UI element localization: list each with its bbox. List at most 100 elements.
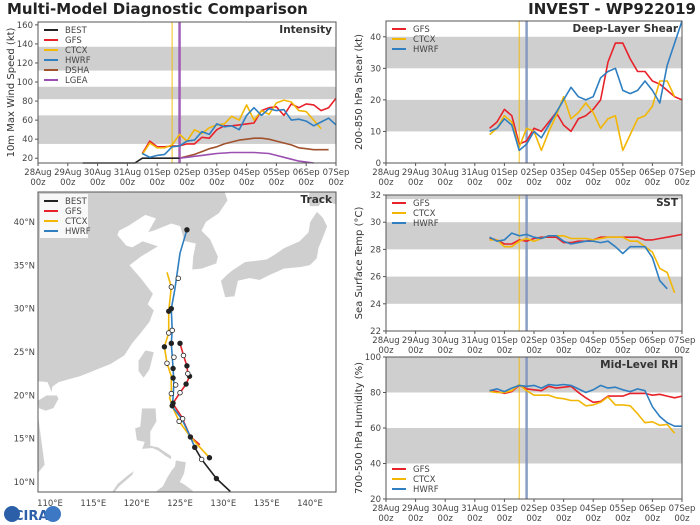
lat-tick-label: 25°N — [14, 348, 35, 358]
x-tick-label: 06Sep — [639, 504, 666, 514]
legend-label: LGEA — [65, 76, 88, 86]
track-position-marker — [169, 327, 175, 334]
y-tick-label: 80 — [22, 97, 33, 107]
shading-band — [386, 428, 682, 464]
track-position-marker — [175, 275, 181, 282]
x-tick-label: 31Aug — [114, 168, 141, 178]
y-tick-label: 100 — [17, 78, 33, 88]
panel-title: Mid-Level RH — [600, 359, 678, 371]
y-axis-label: 10m Max Wind Speed (kt) — [6, 27, 17, 157]
track-position-marker — [166, 330, 172, 336]
x-tick-label: 31Aug — [461, 336, 488, 346]
track-panel: 110°E 115°E 120°E 125°E 130°E 135°E 140°E 10°N 1… — [14, 191, 337, 509]
x-tick-label: 02Sep — [521, 336, 548, 346]
legend-label: CTCX — [413, 35, 436, 45]
y-tick-label: 10 — [370, 127, 381, 137]
land-mainland-asia — [38, 192, 228, 474]
x-tick-label: 31Aug — [461, 504, 488, 514]
shading-band — [38, 86, 336, 100]
x-tick-label: 02Sep — [521, 504, 548, 514]
track-position-marker — [183, 381, 189, 387]
x-tick-label: 03Sep — [550, 504, 577, 514]
x-tick-sublabel: 00z — [408, 346, 424, 356]
legend-label: GFS — [65, 36, 82, 46]
y-tick-label: 100 — [365, 353, 381, 363]
x-tick-sublabel: 00z — [467, 514, 483, 524]
track-position-marker — [168, 390, 175, 397]
shading-band — [38, 115, 336, 144]
shear-panel: 01020304028Aug00z29Aug00z30Aug00z31Aug00… — [354, 20, 696, 188]
shading-band — [386, 195, 682, 200]
x-tick-sublabel: 00z — [209, 178, 225, 188]
track-position-marker — [177, 390, 183, 396]
x-tick-sublabel: 00z — [30, 178, 46, 188]
x-tick-sublabel: 00z — [467, 346, 483, 356]
y-tick-label: 22 — [370, 327, 381, 337]
x-tick-sublabel: 00z — [556, 178, 572, 188]
x-tick-sublabel: 00z — [328, 178, 344, 188]
panel-title: Deep-Layer Shear — [572, 23, 678, 35]
track-position-marker — [168, 305, 175, 312]
x-tick-sublabel: 00z — [438, 514, 454, 524]
x-tick-sublabel: 00z — [269, 178, 285, 188]
x-tick-sublabel: 00z — [179, 178, 195, 188]
series-line-hwrf — [141, 106, 337, 159]
shading-band — [386, 357, 682, 393]
y-tick-label: 120 — [17, 59, 33, 69]
x-tick-label: 07Sep — [669, 168, 696, 178]
lat-tick-label: 40°N — [14, 218, 35, 228]
track-position-marker — [161, 344, 168, 350]
lon-tick-label: 140°E — [297, 499, 323, 509]
y-tick-label: 28 — [370, 245, 381, 255]
y-tick-label: 20 — [370, 96, 381, 106]
track-position-marker — [168, 340, 175, 347]
x-tick-sublabel: 00z — [60, 178, 76, 188]
x-tick-sublabel: 00z — [645, 178, 661, 188]
y-tick-label: 32 — [370, 191, 381, 201]
x-tick-label: 03Sep — [550, 336, 577, 346]
x-tick-label: 05Sep — [263, 168, 290, 178]
x-tick-label: 30Aug — [431, 336, 458, 346]
x-tick-label: 01Sep — [491, 336, 518, 346]
track-position-marker — [192, 444, 198, 451]
lon-tick-label: 130°E — [210, 499, 236, 509]
x-tick-label: 04Sep — [233, 168, 260, 178]
shading-band — [386, 99, 682, 132]
x-tick-label: 05Sep — [609, 336, 636, 346]
x-tick-label: 28Aug — [372, 336, 399, 346]
legend-label: DSHA — [65, 66, 89, 76]
x-tick-label: 04Sep — [580, 504, 607, 514]
legend-label: GFS — [413, 465, 430, 475]
logo-emblem-icon — [45, 506, 61, 522]
y-tick-label: 24 — [370, 300, 381, 310]
x-tick-label: 03Sep — [203, 168, 230, 178]
x-tick-sublabel: 00z — [526, 346, 542, 356]
x-tick-label: 07Sep — [669, 336, 696, 346]
legend-label: HWRF — [65, 56, 91, 66]
x-tick-label: 06Sep — [639, 168, 666, 178]
series-line-lgea — [179, 151, 314, 164]
y-tick-label: 0 — [376, 159, 381, 169]
x-tick-sublabel: 00z — [378, 514, 394, 524]
legend-label: BEST — [65, 26, 88, 36]
x-tick-sublabel: 00z — [674, 178, 690, 188]
track-position-marker — [170, 375, 176, 381]
series-line-hwrf — [489, 232, 668, 290]
land-palawan — [111, 470, 135, 492]
x-tick-sublabel: 00z — [645, 346, 661, 356]
y-axis-label: 200-850 hPa Shear (kt) — [354, 34, 365, 150]
legend-label: CTCX — [413, 209, 436, 219]
y-tick-label: 26 — [370, 273, 381, 283]
x-tick-sublabel: 00z — [526, 178, 542, 188]
x-tick-label: 29Aug — [402, 504, 429, 514]
x-tick-label: 07Sep — [323, 168, 350, 178]
x-tick-label: 07Sep — [669, 504, 696, 514]
series-line-ctcx — [489, 80, 676, 152]
y-tick-label: 60 — [22, 116, 33, 126]
x-tick-label: 04Sep — [580, 168, 607, 178]
x-tick-label: 02Sep — [174, 168, 201, 178]
logo-globe-icon — [4, 506, 20, 522]
x-tick-sublabel: 00z — [526, 514, 542, 524]
y-tick-label: 140 — [17, 40, 33, 50]
land-visayas-mindanao — [154, 460, 194, 492]
